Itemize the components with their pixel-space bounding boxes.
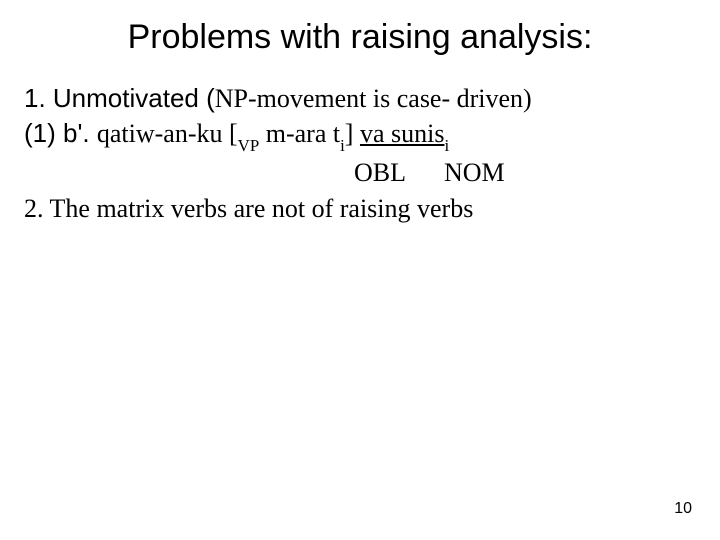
moved-np: va sunisi (360, 119, 449, 148)
trace-subscript: i (340, 136, 345, 155)
vp-subscript: VP (238, 136, 260, 155)
slide-body: 1. Unmotivated (NP-movement is case- dri… (0, 57, 720, 226)
slide-title: Problems with raising analysis: (0, 0, 720, 57)
gloss-obl: OBL (354, 155, 406, 190)
moved-np-subscript: i (444, 136, 449, 155)
point-1-prefix: 1. Unmotivated ( (24, 83, 215, 113)
point-1-text: NP-movement is case- driven) (215, 84, 532, 113)
moved-np-text: va sunis (360, 119, 445, 148)
example-number: (1) b'. (24, 118, 97, 148)
point-1: 1. Unmotivated (NP-movement is case- dri… (24, 81, 696, 116)
example-text-b: m-ara t (259, 119, 340, 148)
slide: Problems with raising analysis: 1. Unmot… (0, 0, 720, 540)
page-number: 10 (674, 500, 692, 518)
point-2: 2. The matrix verbs are not of raising v… (24, 191, 696, 226)
gloss-line: OBL NOM (24, 155, 696, 191)
example-text-c: ] (345, 119, 360, 148)
example-text-a: qatiw-an-ku [ (97, 119, 238, 148)
gloss-nom: NOM (444, 155, 505, 190)
example-line: (1) b'. qatiw-an-ku [VP m-ara ti] va sun… (24, 116, 696, 155)
